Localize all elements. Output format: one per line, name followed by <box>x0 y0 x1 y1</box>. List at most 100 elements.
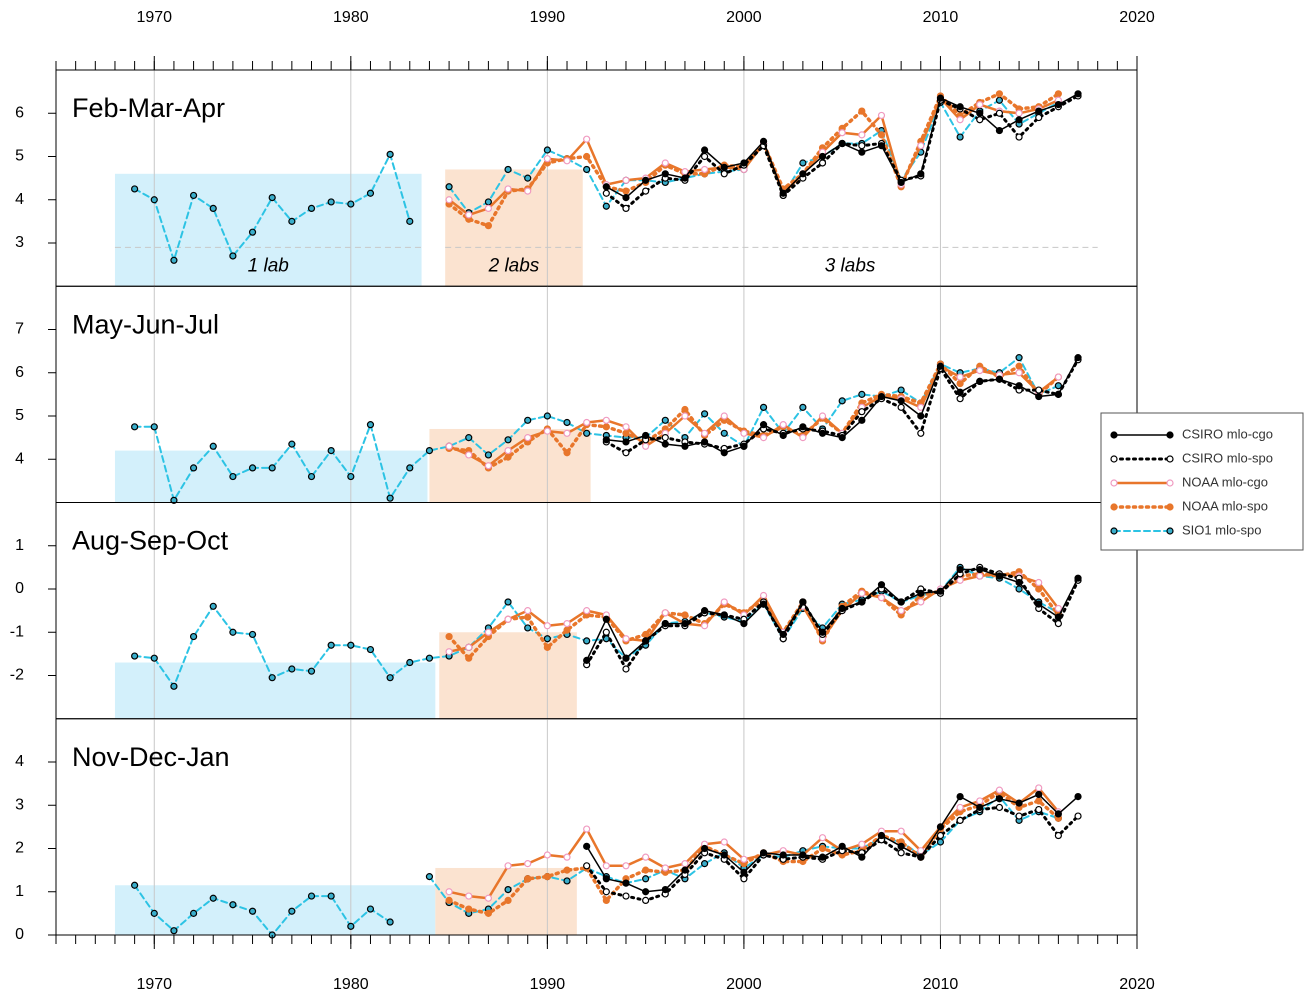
data-point <box>700 438 709 446</box>
x-tick-label: 1990 <box>530 9 566 26</box>
data-point <box>799 434 807 442</box>
data-point <box>661 159 669 167</box>
panel-title: Feb-Mar-Apr <box>72 93 225 123</box>
x-tick-label: 1980 <box>333 9 369 26</box>
data-point <box>622 204 630 212</box>
data-point <box>897 397 905 405</box>
data-point <box>563 626 571 634</box>
data-point <box>465 434 473 442</box>
data-point <box>524 624 532 632</box>
data-point <box>366 189 375 197</box>
data-point <box>524 860 532 868</box>
data-point <box>307 204 316 212</box>
data-point <box>799 403 807 411</box>
data-point <box>543 635 551 643</box>
data-point <box>524 434 532 442</box>
data-point <box>681 619 689 628</box>
data-point <box>700 165 709 174</box>
data-point <box>720 851 728 859</box>
data-point <box>681 611 689 619</box>
legend-box <box>1100 412 1304 551</box>
data-point <box>661 885 669 894</box>
data-point <box>858 131 866 139</box>
data-point <box>858 598 866 606</box>
data-point <box>563 877 571 885</box>
data-point <box>818 412 827 420</box>
data-point <box>425 447 434 455</box>
lab-region <box>114 662 436 719</box>
data-point <box>386 918 394 926</box>
data-point <box>897 842 905 850</box>
data-point <box>524 613 532 621</box>
data-point <box>327 641 335 649</box>
data-point <box>622 429 630 437</box>
data-point <box>956 565 964 574</box>
data-point <box>759 403 768 411</box>
data-point <box>1035 107 1043 115</box>
data-point <box>1054 382 1062 390</box>
data-point <box>268 193 276 202</box>
y-tick-label: 3 <box>15 796 24 813</box>
data-point <box>897 827 905 835</box>
data-point <box>681 405 689 414</box>
legend-label: SIO1 mlo-spo <box>1182 522 1261 537</box>
data-point <box>740 619 748 628</box>
data-point <box>740 429 748 437</box>
data-point <box>858 589 866 597</box>
data-point <box>288 907 296 915</box>
data-point <box>956 133 964 141</box>
data-point <box>956 395 964 403</box>
data-point <box>720 449 728 457</box>
y-tick-label: 4 <box>15 753 24 770</box>
data-point <box>131 185 139 193</box>
data-point <box>917 170 925 178</box>
data-point <box>642 853 650 861</box>
data-point <box>838 397 846 405</box>
data-point <box>995 786 1004 794</box>
data-point <box>779 189 787 197</box>
data-point <box>818 834 827 842</box>
data-point <box>838 434 846 442</box>
data-point <box>818 628 827 636</box>
y-tick-label: 2 <box>15 840 24 857</box>
data-point <box>759 137 768 145</box>
data-point <box>877 831 886 840</box>
data-point <box>1015 133 1023 141</box>
data-point <box>406 658 414 667</box>
data-point <box>759 434 768 442</box>
legend-marker <box>1166 479 1174 487</box>
data-point <box>799 423 807 431</box>
data-point <box>995 96 1004 104</box>
panel-title: Aug-Sep-Oct <box>72 526 229 556</box>
x-tick-label: 2000 <box>726 976 762 993</box>
data-point <box>858 107 866 115</box>
data-point <box>622 862 630 870</box>
data-point <box>504 598 512 606</box>
data-point <box>445 442 453 450</box>
data-point <box>465 643 473 651</box>
data-point <box>818 844 827 853</box>
data-point <box>583 825 591 833</box>
series-line <box>133 356 1060 502</box>
data-point <box>897 178 905 187</box>
data-point <box>1074 574 1082 582</box>
data-point <box>681 442 689 450</box>
data-point <box>602 875 610 883</box>
data-point <box>288 217 296 225</box>
data-point <box>189 464 198 472</box>
data-point <box>1035 790 1043 799</box>
data-point <box>602 189 610 197</box>
data-point <box>661 434 669 442</box>
data-point <box>366 905 375 913</box>
legend-marker <box>1166 503 1174 511</box>
data-point <box>642 431 650 440</box>
data-point <box>917 853 925 861</box>
data-point <box>484 451 492 459</box>
data-point <box>936 94 945 102</box>
data-point <box>347 641 355 649</box>
region-label: 3 labs <box>825 255 876 276</box>
data-point <box>248 907 257 915</box>
data-point <box>543 851 551 859</box>
data-point <box>425 654 434 662</box>
